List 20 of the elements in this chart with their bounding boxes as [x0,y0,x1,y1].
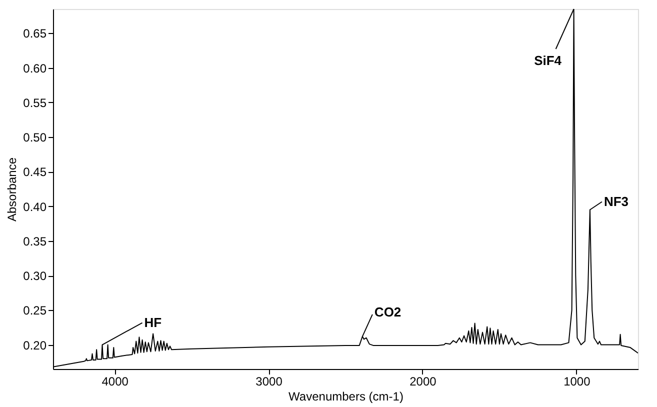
y-tick-label: 0.45 [23,165,47,180]
x-axis-title: Wavenumbers (cm-1) [288,390,404,404]
annotation: HF [144,314,162,330]
y-tick-label: 0.60 [23,61,47,76]
x-tick-label: 4000 [102,374,129,388]
x-tick-label: 1000 [564,374,591,388]
x-tick-label: 2000 [410,374,437,388]
annotation: NF3 [604,194,629,209]
y-tick-label: 0.40 [23,200,47,214]
y-tick-label: 0.30 [23,269,47,284]
x-tick-label: 3000 [256,374,283,388]
y-axis-title: Absorbance [5,157,20,222]
annotation: CO2 [374,304,402,320]
y-tick-label: 0.20 [23,338,47,352]
y-tick-label: 0.55 [23,96,47,110]
y-tick-label: 0.50 [23,130,47,145]
y-tick-label: 0.25 [23,304,47,318]
y-tick-label: 0.35 [23,234,47,248]
y-tick-label: 0.65 [23,26,47,41]
annotation: SiF4 [534,53,562,68]
